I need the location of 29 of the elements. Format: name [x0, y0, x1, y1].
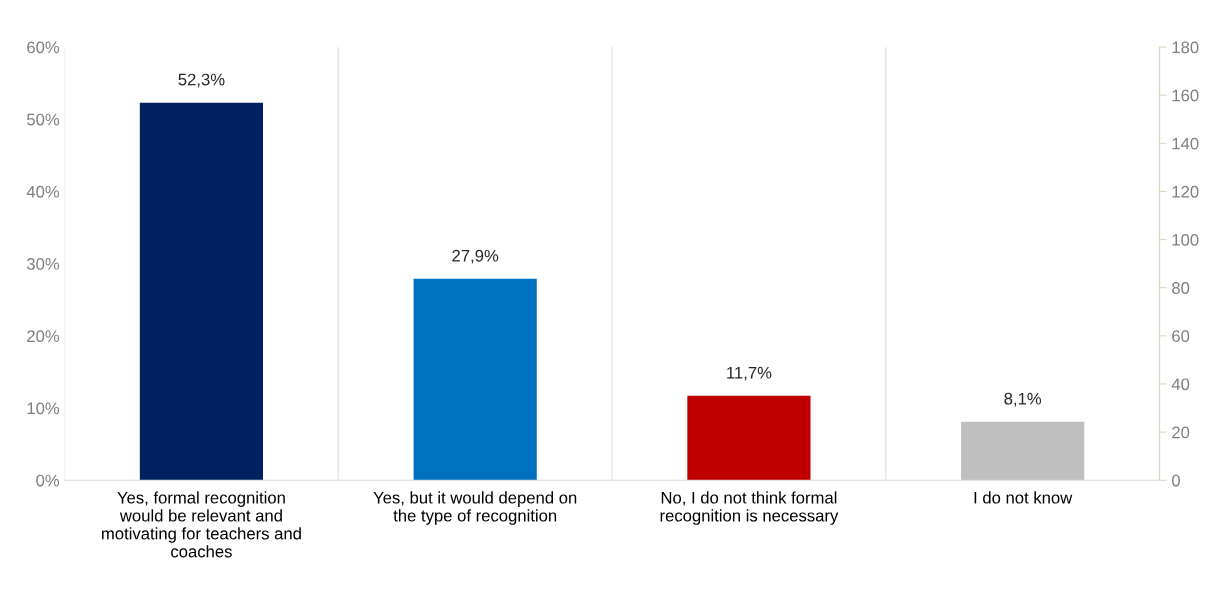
data-label: 52,3%: [178, 73, 225, 88]
y-tick-label: 30%: [26, 258, 60, 270]
y-tick-label: 10%: [27, 402, 60, 415]
x-tick-label: I do not know: [974, 491, 1073, 504]
x-tick-label: No, I do not think formal recognition is necessary: [660, 491, 839, 525]
y2-tick-label: 0: [1171, 474, 1180, 487]
y-tick-label: 40%: [26, 185, 60, 198]
x-tick-label: Yes, formal recognition would be relevant and motivating for teachers and coaches: [102, 491, 301, 558]
y-tick-label: 20%: [27, 330, 60, 343]
y2-tick-label: 80: [1172, 282, 1190, 294]
y2-tick-label: 20: [1172, 426, 1190, 439]
bar: [139, 102, 264, 481]
x-tick-label: Yes, but it would depend on the type of recognition: [373, 491, 577, 525]
y2-tick-label: 120: [1172, 185, 1199, 198]
bar: [413, 278, 537, 481]
bar: [687, 395, 811, 481]
data-label: 11,7%: [727, 366, 772, 381]
data-label: 27,9%: [452, 249, 499, 264]
y-tick-label: 0%: [36, 474, 60, 487]
data-label: 8,1%: [1004, 392, 1042, 407]
y2-tick-label: 180: [1172, 41, 1199, 54]
y2-tick-label: 160: [1172, 89, 1199, 102]
y2-tick-label: 40: [1171, 378, 1190, 391]
bar: [961, 421, 1085, 481]
y-tick-label: 50%: [27, 113, 60, 126]
y2-tick-label: 140: [1172, 137, 1199, 150]
y2-tick-label: 60: [1172, 330, 1190, 343]
y-tick-label: 60%: [27, 41, 60, 54]
y2-tick-label: 100: [1172, 233, 1199, 246]
